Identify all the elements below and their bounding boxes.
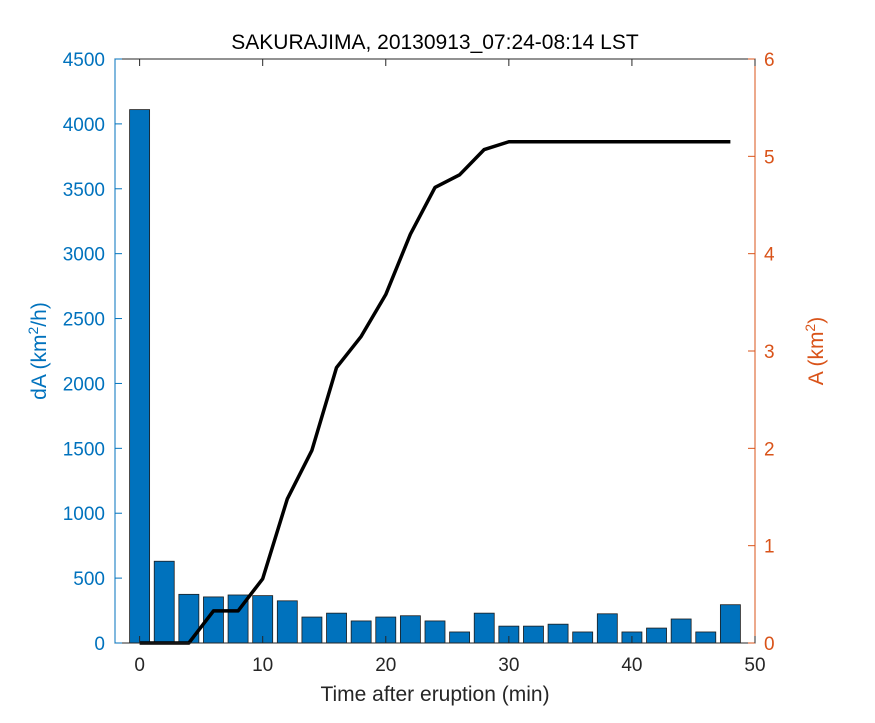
left-tick-label: 2000 [63,374,105,395]
bar [646,627,667,644]
bar [523,625,544,644]
right-tick-label: 0 [764,634,775,655]
right-axis-label: A (km2) [802,317,828,385]
left-tick-label: 1500 [63,439,105,460]
plot-area [114,58,756,644]
left-tick-label: 3500 [63,180,105,201]
bar [153,560,175,644]
axes-group [114,58,756,644]
bars-group [129,109,741,644]
bar [276,600,298,644]
left-tick-label: 2500 [63,310,105,331]
bar [350,620,372,644]
bar [719,604,741,644]
right-tick-label: 1 [764,537,775,558]
x-tick-label: 0 [134,655,145,676]
left-tick-label: 4000 [63,115,105,136]
bar [129,109,151,644]
x-tick-label: 50 [744,655,765,676]
bar [424,620,446,644]
x-tick-label: 40 [621,655,642,676]
right-tick-label: 4 [764,245,775,266]
bar [670,618,692,644]
chart-title: SAKURAJIMA, 20130913_07:24-08:14 LST [231,31,639,54]
x-axis-label: Time after eruption (min) [320,683,549,706]
labels-group: 0500100015002000250030003500400045000123… [25,31,828,706]
right-tick-label: 6 [764,50,775,71]
x-tick-label: 10 [252,655,273,676]
left-tick-label: 1000 [63,504,105,525]
left-tick-label: 0 [94,634,105,655]
x-tick-label: 30 [498,655,519,676]
bar [399,615,421,644]
right-tick-label: 2 [764,439,775,460]
bar [547,623,569,644]
bar [572,631,594,644]
bar [473,612,495,644]
cumulative-area-line [139,139,731,645]
line-group [139,139,731,645]
right-tick-label: 5 [764,147,775,168]
bar [596,613,618,644]
left-tick-label: 3000 [63,245,105,266]
bar [301,616,323,644]
bar [252,595,274,644]
x-tick-label: 20 [375,655,396,676]
left-tick-label: 4500 [63,50,105,71]
bar [449,631,471,644]
bar [695,631,717,644]
left-tick-label: 500 [73,569,105,590]
left-axis-label: dA (km2/h) [25,302,51,400]
right-tick-label: 3 [764,342,775,363]
bar [326,612,347,644]
